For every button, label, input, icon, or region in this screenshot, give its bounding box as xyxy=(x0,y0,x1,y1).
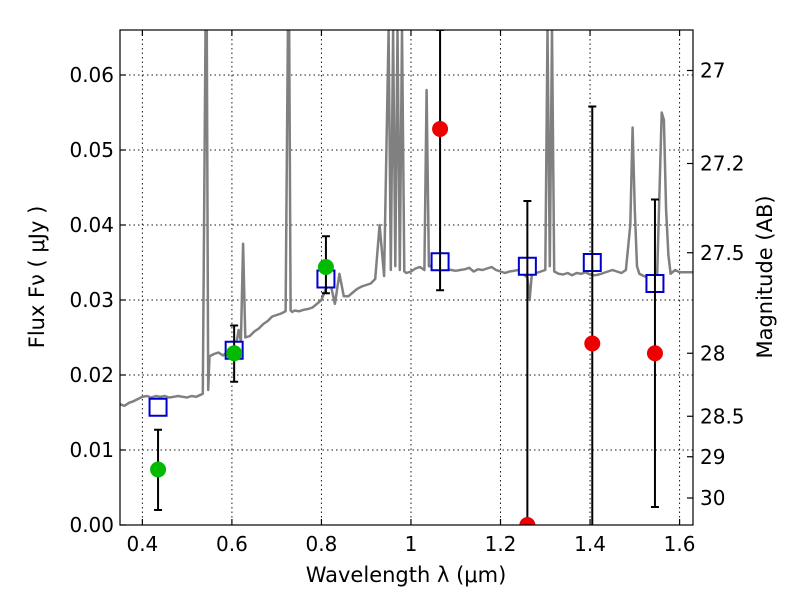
y-right-tick-label: 28.5 xyxy=(700,404,745,428)
x-tick-label: 0.4 xyxy=(126,532,158,556)
x-tick-label: 1.2 xyxy=(485,532,517,556)
spectrum-line xyxy=(120,30,693,408)
observed-point xyxy=(317,259,334,275)
y-right-tick-label: 27.2 xyxy=(700,152,745,176)
y-right-tick-label: 30 xyxy=(700,486,725,510)
tick-labels: 0.4 0.6 0.8 1 1.2 1.4 1.6 0.00 0.01 0.02 0.03 0.04 0… xyxy=(69,59,744,557)
y-tick-label: 0.02 xyxy=(69,363,114,387)
y-tick-label: 0.04 xyxy=(69,213,114,237)
x-tick-label: 0.6 xyxy=(216,532,248,556)
data-layer xyxy=(120,30,693,525)
model-square xyxy=(148,397,168,417)
y-tick-label: 0.03 xyxy=(69,288,114,312)
observed-point xyxy=(150,461,167,478)
y-tick-label: 0.06 xyxy=(69,63,114,87)
x-tick-label: 1.6 xyxy=(664,532,696,556)
y-right-tick-label: 27 xyxy=(700,59,725,83)
x-tick-label: 0.8 xyxy=(306,532,338,556)
observed-point xyxy=(646,345,663,362)
observed-point xyxy=(584,335,601,352)
y-right-tick-label: 27.5 xyxy=(700,241,745,265)
y-tick-label: 0.05 xyxy=(69,138,114,162)
x-tick-label: 1.4 xyxy=(574,532,606,556)
y-right-tick-label: 29 xyxy=(700,445,725,469)
plot-frame xyxy=(119,29,694,526)
y-axis-right-label: Magnitude (AB) xyxy=(753,195,777,358)
ticks xyxy=(120,30,693,526)
observed-point xyxy=(432,121,449,137)
x-tick-label: 1 xyxy=(405,532,418,556)
y-right-tick-label: 28 xyxy=(700,341,725,365)
x-axis-label: Wavelength λ (μm) xyxy=(306,563,507,587)
observed-point xyxy=(519,517,536,525)
observed-point xyxy=(226,345,243,362)
y-axis-label: Flux Fν ( μJy ) xyxy=(25,206,49,349)
y-tick-label: 0.00 xyxy=(69,513,114,537)
grid xyxy=(120,30,693,526)
y-tick-label: 0.01 xyxy=(69,438,114,462)
